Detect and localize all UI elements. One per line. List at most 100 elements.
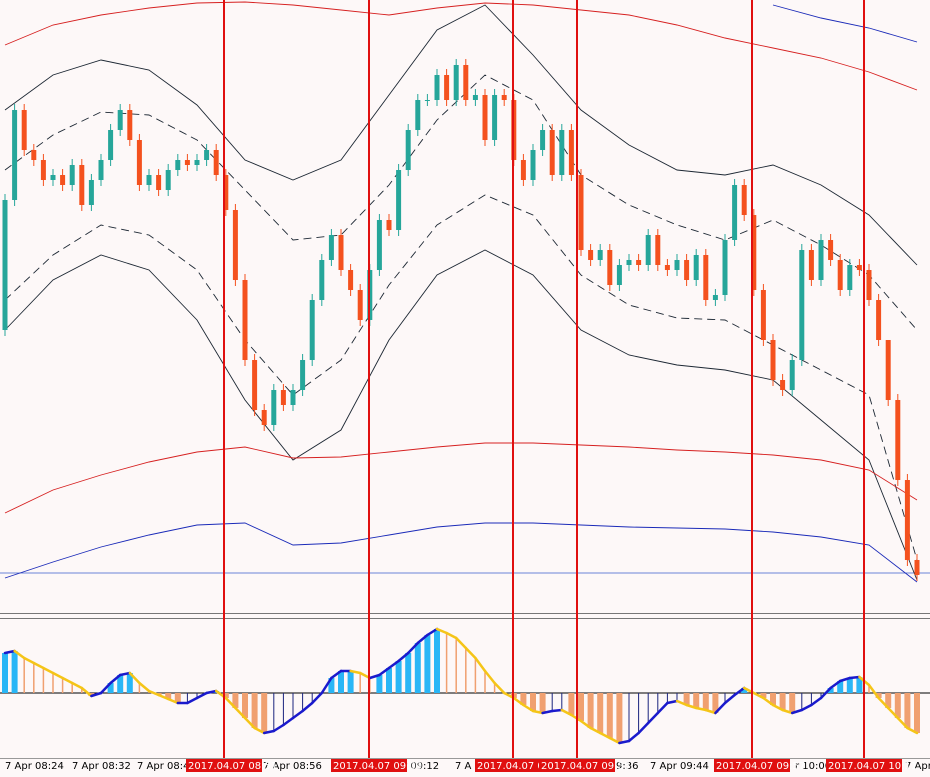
histogram-bar bbox=[2, 653, 8, 693]
x-tick-label: 7 Apr bbox=[905, 761, 930, 772]
x-tick-label: 7 Apr 08:32 bbox=[72, 761, 131, 772]
candle-body bbox=[751, 215, 757, 290]
histogram-bar bbox=[138, 683, 141, 693]
oscillator-line bbox=[810, 696, 823, 707]
band-line bbox=[4, 74, 918, 331]
oscillator-line bbox=[474, 656, 487, 673]
oscillator-line bbox=[656, 701, 669, 715]
oscillator-line bbox=[435, 627, 448, 635]
oscillator-line bbox=[90, 691, 103, 698]
histogram-bar bbox=[414, 643, 421, 693]
candle-body bbox=[856, 265, 862, 270]
candle-body bbox=[357, 290, 363, 320]
histogram-bar bbox=[81, 688, 83, 693]
candle-body bbox=[636, 260, 642, 265]
oscillator-line bbox=[522, 703, 535, 713]
histogram-bar bbox=[376, 675, 383, 693]
marker-label-bg bbox=[714, 759, 790, 772]
candle-body bbox=[578, 175, 584, 250]
candle-body bbox=[405, 130, 411, 170]
oscillator-line bbox=[387, 659, 400, 670]
oscillator-line bbox=[771, 703, 784, 712]
marker-label: 2017.04.07 09:35 bbox=[541, 761, 630, 772]
histogram-bar bbox=[405, 653, 412, 693]
band-line bbox=[772, 4, 918, 43]
oscillator-line bbox=[579, 719, 592, 730]
candle-body bbox=[290, 390, 296, 405]
candle-body bbox=[828, 240, 834, 260]
oscillator-line bbox=[138, 681, 151, 693]
oscillator-line bbox=[330, 669, 343, 680]
candle-body bbox=[108, 130, 114, 160]
x-tick-label: r 09:12 bbox=[403, 761, 439, 772]
histogram-bar bbox=[770, 693, 776, 705]
oscillator-line bbox=[867, 683, 880, 700]
oscillator-line bbox=[13, 649, 26, 660]
candle-body bbox=[165, 170, 171, 190]
candle-body bbox=[818, 240, 824, 280]
candle-body bbox=[520, 160, 526, 180]
band-line bbox=[4, 1, 918, 91]
histogram-bar bbox=[186, 693, 188, 703]
candle-body bbox=[328, 235, 334, 260]
band-line bbox=[4, 249, 918, 581]
histogram-bar bbox=[657, 693, 659, 713]
candle-body bbox=[223, 175, 229, 210]
oscillator-line bbox=[32, 661, 45, 670]
candle-body bbox=[386, 220, 392, 230]
oscillator-line bbox=[560, 708, 573, 717]
band-line bbox=[4, 522, 918, 583]
candle-body bbox=[664, 265, 670, 270]
histogram-bar bbox=[597, 693, 604, 733]
histogram-bar bbox=[311, 693, 313, 703]
histogram-bar bbox=[424, 635, 431, 693]
oscillator-line bbox=[819, 686, 832, 700]
histogram-bar bbox=[741, 688, 748, 693]
candle-body bbox=[175, 160, 181, 170]
candle-body bbox=[837, 260, 843, 290]
histogram-bar bbox=[107, 683, 114, 693]
histogram-bar bbox=[126, 673, 133, 693]
oscillator-line bbox=[99, 681, 112, 695]
candle-body bbox=[780, 380, 786, 390]
oscillator-line bbox=[666, 699, 679, 705]
marker-label-bg bbox=[475, 759, 551, 772]
candle-body bbox=[31, 150, 37, 160]
histogram-bar bbox=[61, 678, 64, 693]
candle-body bbox=[876, 300, 882, 340]
histogram-bar bbox=[914, 693, 920, 733]
candle-body bbox=[184, 160, 190, 165]
oscillator-line bbox=[166, 697, 180, 705]
histogram-bar bbox=[71, 683, 73, 693]
histogram-bar bbox=[616, 693, 623, 743]
histogram-bar bbox=[292, 693, 294, 718]
oscillator-line bbox=[291, 709, 304, 720]
histogram-bar bbox=[712, 693, 719, 713]
marker-label: 2017.04.07 10:11 bbox=[828, 761, 917, 772]
candle-body bbox=[127, 110, 133, 140]
histogram-bar bbox=[165, 693, 172, 699]
candle-body bbox=[50, 175, 56, 180]
candle-body bbox=[252, 360, 258, 410]
histogram-bar bbox=[676, 693, 678, 701]
candle-body bbox=[444, 75, 450, 100]
candle-body bbox=[674, 260, 680, 270]
candle-body bbox=[40, 160, 46, 180]
oscillator-line bbox=[109, 673, 122, 685]
candle-body bbox=[213, 150, 219, 175]
histogram-bar bbox=[222, 693, 229, 698]
candle-body bbox=[482, 95, 488, 140]
candle-body bbox=[396, 170, 402, 230]
candle-body bbox=[732, 185, 738, 240]
oscillator-line bbox=[349, 669, 362, 675]
oscillator-line bbox=[723, 693, 736, 705]
candle-body bbox=[117, 110, 123, 130]
histogram-bar bbox=[359, 673, 361, 693]
candle-body bbox=[415, 100, 421, 130]
candle-body bbox=[261, 410, 267, 425]
histogram-bar bbox=[693, 693, 700, 708]
candle-body bbox=[2, 200, 8, 330]
oscillator-line bbox=[147, 689, 160, 697]
histogram-bar bbox=[539, 693, 546, 713]
candle-body bbox=[703, 255, 709, 300]
